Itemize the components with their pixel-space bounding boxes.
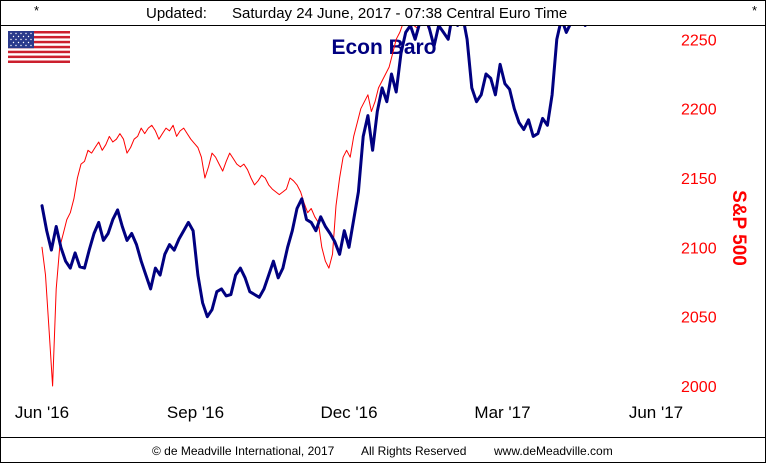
y2-tick-label: 2100 (681, 240, 717, 257)
y2-axis-label: S&P 500 (728, 190, 749, 266)
y2-tick-label: 2200 (681, 102, 717, 119)
header-left-marker: * (34, 3, 40, 18)
rights-text: All Rights Reserved (361, 444, 467, 458)
x-axis-tick-labels: Jun '16 Sep '16 Dec '16 Mar '17 Jun '17 (15, 403, 683, 422)
x-tick-label: Jun '16 (15, 403, 69, 422)
website-link[interactable]: www.deMeadville.com (494, 444, 613, 458)
footer-divider (0, 437, 766, 438)
footer: © de Meadville International, 2017 All R… (0, 438, 766, 463)
y2-tick-label: 2250 (681, 32, 717, 49)
y2-tick-label: 2000 (681, 379, 717, 396)
header-right-marker: * (752, 3, 758, 18)
x-tick-label: Dec '16 (320, 403, 377, 422)
x-tick-label: Mar '17 (474, 403, 530, 422)
econ-baro-chart: Econ Baro 200020502100215022002250230023… (15, 26, 749, 422)
x-tick-label: Jun '17 (629, 403, 683, 422)
header-divider (0, 25, 766, 26)
us-flag-icon (8, 31, 70, 63)
series-layer (40, 26, 587, 387)
copyright-text: © de Meadville International, 2017 (152, 444, 335, 458)
sp500-series-line (41, 26, 441, 387)
econ-baro-series-line (40, 26, 587, 319)
y2-tick-label: 2150 (681, 171, 717, 188)
y2-axis-tick-labels: 2000205021002150220022502300235024002450 (681, 32, 717, 396)
y2-tick-label: 2050 (681, 310, 717, 327)
chart-title: Econ Baro (331, 36, 436, 59)
updated-timestamp: Saturday 24 June, 2017 - 07:38 Central E… (232, 5, 568, 22)
updated-label: Updated: (146, 5, 207, 22)
x-tick-label: Sep '16 (167, 403, 224, 422)
header-bar: * Updated: Saturday 24 June, 2017 - 07:3… (0, 0, 766, 26)
